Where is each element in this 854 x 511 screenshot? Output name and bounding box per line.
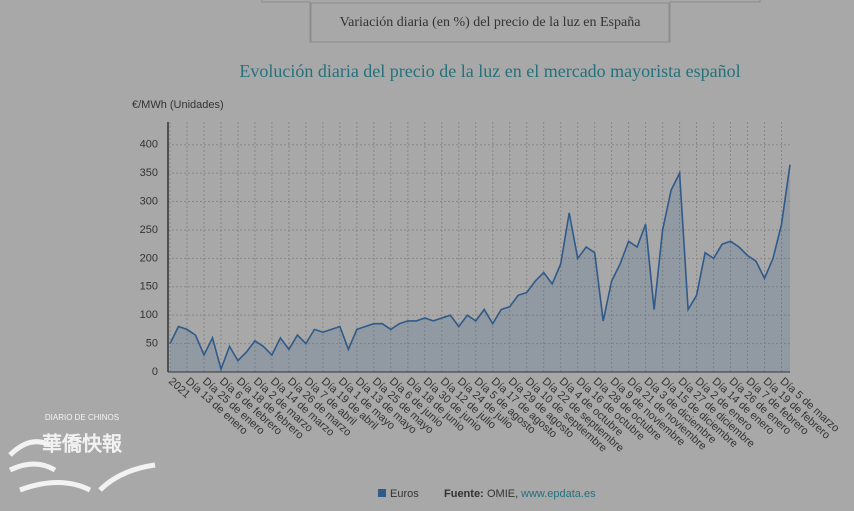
area — [170, 164, 790, 372]
source-label: Fuente: — [444, 488, 484, 500]
tab-label[interactable]: Variación diaria (en %) del precio de la… — [340, 15, 642, 30]
watermark-leaves — [8, 439, 156, 493]
source: OMIE, — [487, 488, 518, 500]
tab[interactable] — [310, 2, 670, 43]
y-tick-label: 300 — [140, 195, 158, 207]
y-tick-label: 100 — [140, 309, 158, 321]
y-tick-label: 400 — [140, 139, 158, 151]
legend-label: Euros — [390, 488, 419, 500]
y-tick-label: 50 — [146, 337, 158, 349]
legend-swatch — [378, 489, 386, 497]
y-tick-label: 150 — [140, 281, 158, 293]
watermark-title: 華僑快報 — [42, 431, 123, 455]
y-tick-label: 200 — [140, 252, 158, 264]
source-url[interactable]: www.epdata.es — [520, 488, 596, 500]
y-tick-label: 350 — [140, 167, 158, 179]
y-tick-label: 0 — [152, 366, 158, 378]
watermark-subtitle: DIARIO DE CHINOS — [45, 413, 119, 422]
y-tick-label: 250 — [140, 224, 158, 236]
watermark: 華僑快報 DIARIO DE CHINOS — [8, 413, 156, 493]
y-axis-label: €/MWh (Unidades) — [132, 99, 224, 111]
chart-title: Evolución diaria del precio de la luz en… — [239, 61, 740, 81]
line — [169, 164, 791, 372]
